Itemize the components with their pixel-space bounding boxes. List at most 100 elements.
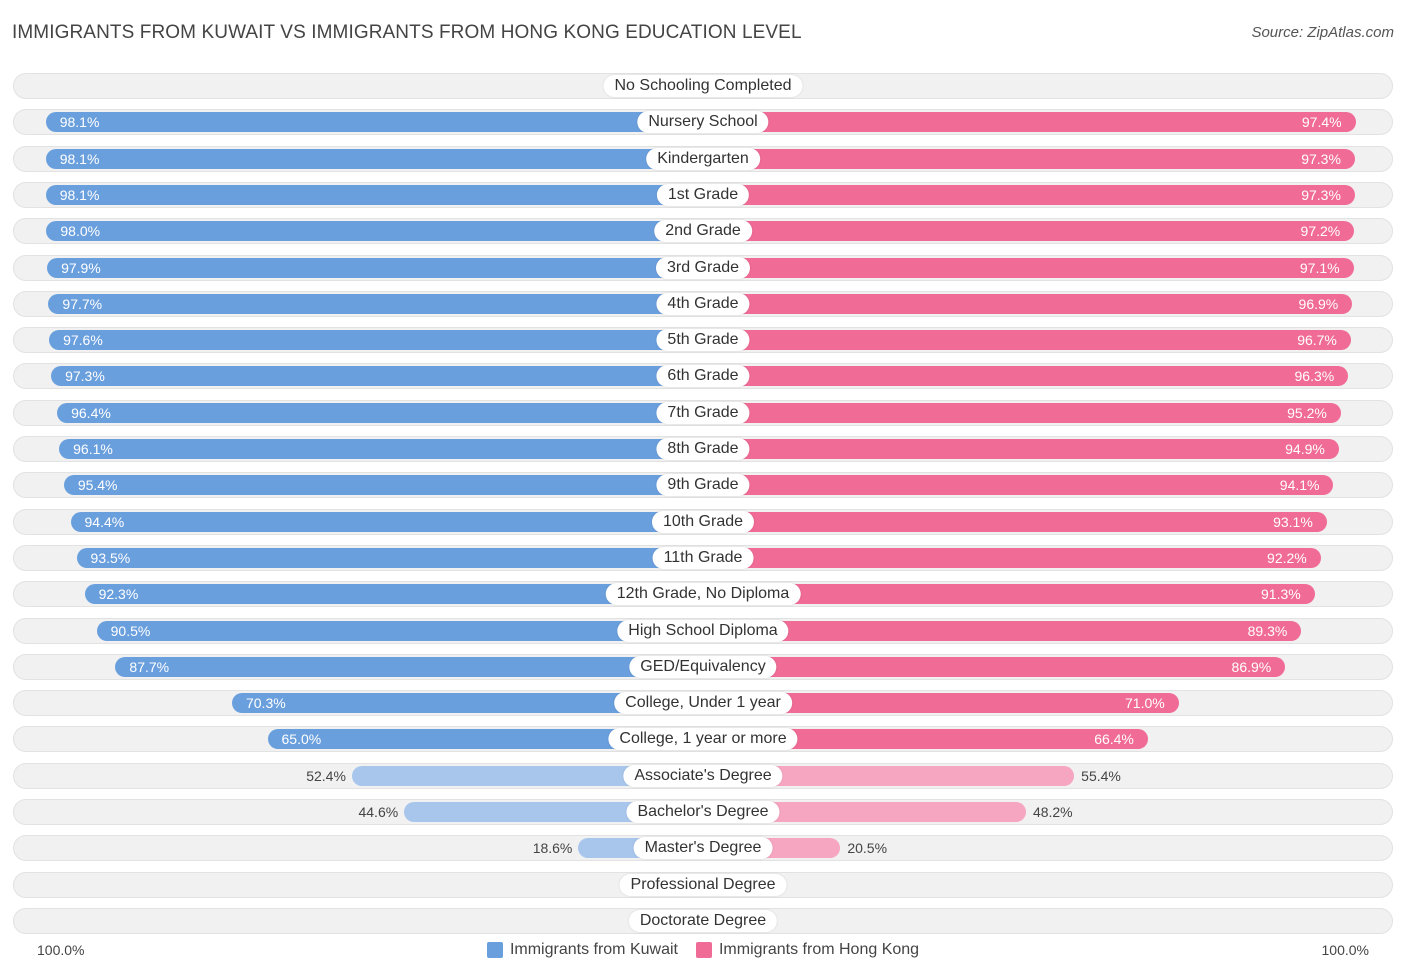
bar-hong-kong[interactable] <box>703 221 1355 241</box>
category-label: Kindergarten <box>646 148 760 170</box>
bar-hong-kong[interactable] <box>703 729 1148 749</box>
chart-row: 98.1% 97.3% 1st Grade <box>13 182 1393 208</box>
bar-kuwait[interactable] <box>57 403 703 423</box>
value-label-kuwait: 44.6% <box>358 804 399 820</box>
value-label-kuwait: 18.6% <box>532 840 573 856</box>
chart-row: 93.5% 92.2% 11th Grade <box>13 545 1393 571</box>
bar-hong-kong[interactable] <box>703 475 1334 495</box>
legend-label-hong-kong: Immigrants from Hong Kong <box>718 941 920 958</box>
value-label-hong-kong: 20.5% <box>847 840 888 856</box>
chart-title: IMMIGRANTS FROM KUWAIT VS IMMIGRANTS FRO… <box>12 22 802 43</box>
legend-item-hong-kong[interactable]: Immigrants from Hong Kong <box>695 940 920 960</box>
legend: Immigrants from Kuwait Immigrants from H… <box>0 940 1406 960</box>
chart-row: 96.1% 94.9% 8th Grade <box>13 436 1393 462</box>
legend-item-kuwait[interactable]: Immigrants from Kuwait <box>486 940 678 960</box>
chart-row: 98.1% 97.4% Nursery School <box>13 109 1393 135</box>
bar-kuwait[interactable] <box>47 258 703 278</box>
category-label: Master's Degree <box>633 837 773 859</box>
legend-swatch-hong-kong <box>695 942 712 958</box>
value-label-hong-kong: 55.4% <box>1081 768 1121 784</box>
value-label-hong-kong: 96.9% <box>1298 296 1339 312</box>
legend-swatch-kuwait <box>486 942 503 958</box>
bar-kuwait[interactable] <box>45 149 703 169</box>
bar-kuwait[interactable] <box>59 439 703 459</box>
category-label: Doctorate Degree <box>628 910 778 932</box>
category-label: 2nd Grade <box>654 220 752 242</box>
bar-hong-kong[interactable] <box>703 512 1327 532</box>
chart-row: 98.1% 97.3% Kindergarten <box>13 146 1393 172</box>
value-label-kuwait: 97.3% <box>65 368 105 384</box>
bar-hong-kong[interactable] <box>703 294 1353 314</box>
chart-row: 92.3% 91.3% 12th Grade, No Diploma <box>13 581 1393 607</box>
value-label-kuwait: 97.9% <box>61 260 101 276</box>
bar-hong-kong[interactable] <box>703 258 1354 278</box>
value-label-hong-kong: 71.0% <box>1125 695 1165 711</box>
bar-kuwait[interactable] <box>76 548 703 568</box>
bar-hong-kong[interactable] <box>703 330 1351 350</box>
chart-row: 5.7%6.4%Professional Degree <box>13 872 1393 898</box>
bar-kuwait[interactable] <box>46 221 703 241</box>
bar-kuwait[interactable] <box>51 366 703 386</box>
value-label-kuwait: 98.1% <box>59 114 100 130</box>
chart-row: 90.5% 89.3% High School Diploma <box>13 618 1393 644</box>
bar-hong-kong[interactable] <box>703 548 1321 568</box>
bar-hong-kong[interactable] <box>703 366 1349 386</box>
bar-kuwait[interactable] <box>231 693 703 713</box>
value-label-kuwait: 96.1% <box>73 441 113 457</box>
chart-row: 96.4% 95.2% 7th Grade <box>13 400 1393 426</box>
bar-kuwait[interactable] <box>49 330 703 350</box>
value-label-kuwait: 65.0% <box>281 731 322 747</box>
bar-kuwait[interactable] <box>96 621 703 641</box>
category-label: 5th Grade <box>656 329 750 351</box>
bar-hong-kong[interactable] <box>703 621 1302 641</box>
category-label: 8th Grade <box>656 438 750 460</box>
bar-hong-kong[interactable] <box>703 185 1355 205</box>
bar-hong-kong[interactable] <box>703 403 1341 423</box>
value-label-hong-kong: 92.2% <box>1267 550 1307 566</box>
bar-kuwait[interactable] <box>45 185 703 205</box>
bar-kuwait[interactable] <box>351 766 703 786</box>
bar-hong-kong[interactable] <box>703 657 1286 677</box>
value-label-hong-kong: 94.9% <box>1285 441 1325 457</box>
chart-row: 87.7% 86.9% GED/Equivalency <box>13 654 1393 680</box>
bar-kuwait[interactable] <box>115 657 703 677</box>
legend-label-kuwait: Immigrants from Kuwait <box>509 941 678 958</box>
chart-row: 97.9% 97.1% 3rd Grade <box>13 255 1393 281</box>
category-label: Professional Degree <box>619 874 787 896</box>
bar-hong-kong[interactable] <box>703 584 1315 604</box>
category-label: 1st Grade <box>656 184 750 206</box>
bar-hong-kong[interactable] <box>703 766 1075 786</box>
chart-row: 1.9%2.7%No Schooling Completed <box>13 73 1393 99</box>
value-label-kuwait: 87.7% <box>129 659 170 675</box>
value-label-kuwait: 70.3% <box>245 695 286 711</box>
category-label: College, 1 year or more <box>608 728 798 750</box>
value-label-hong-kong: 97.2% <box>1300 223 1341 239</box>
bar-kuwait[interactable] <box>63 475 703 495</box>
category-label: GED/Equivalency <box>629 656 777 678</box>
chart-row: 95.4% 94.1% 9th Grade <box>13 472 1393 498</box>
bar-kuwait[interactable] <box>48 294 703 314</box>
chart-row: 94.4% 93.1% 10th Grade <box>13 509 1393 535</box>
category-label: 7th Grade <box>656 402 750 424</box>
bar-kuwait[interactable] <box>70 512 703 532</box>
bar-hong-kong[interactable] <box>703 693 1179 713</box>
bar-hong-kong[interactable] <box>703 149 1355 169</box>
chart-row: 52.4% 55.4% Associate's Degree <box>13 763 1393 789</box>
axis-left-label: 100.0% <box>37 942 85 958</box>
value-label-hong-kong: 48.2% <box>1032 804 1073 820</box>
value-label-kuwait: 96.4% <box>71 405 111 421</box>
value-label-hong-kong: 66.4% <box>1094 731 1134 747</box>
category-label: Associate's Degree <box>623 765 783 787</box>
value-label-kuwait: 93.5% <box>90 550 131 566</box>
value-label-kuwait: 97.7% <box>62 296 103 312</box>
bar-kuwait[interactable] <box>267 729 703 749</box>
bar-hong-kong[interactable] <box>703 112 1356 132</box>
category-label: 11th Grade <box>652 547 754 569</box>
axis-right-label: 100.0% <box>1321 942 1369 958</box>
bar-hong-kong[interactable] <box>703 439 1339 459</box>
bar-kuwait[interactable] <box>84 584 703 604</box>
value-label-hong-kong: 86.9% <box>1231 659 1272 675</box>
bar-kuwait[interactable] <box>45 112 703 132</box>
bar-hong-kong[interactable] <box>703 802 1026 822</box>
